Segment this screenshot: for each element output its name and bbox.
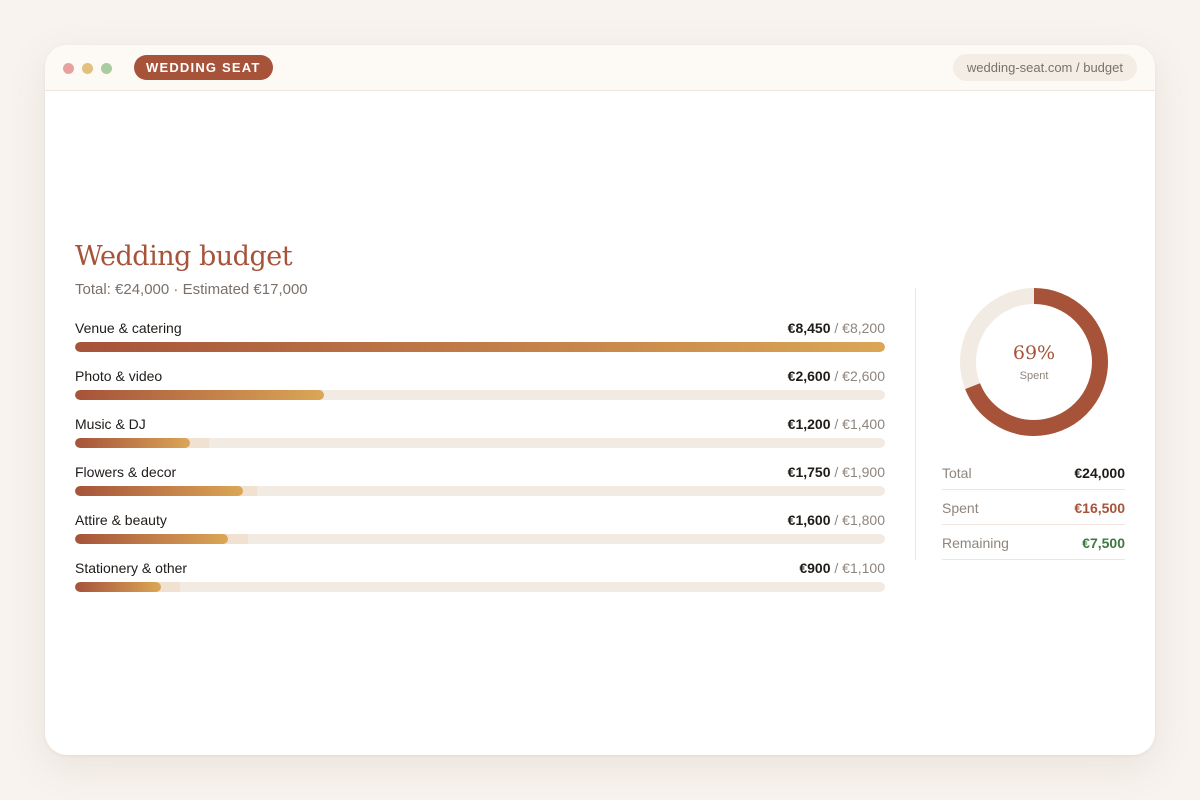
category-spent: €8,450 xyxy=(787,320,831,336)
category-progress-bar xyxy=(75,534,229,544)
summary-row-remaining: Remaining €7,500 xyxy=(942,525,1125,560)
category-row[interactable]: Stationery & other €900 / €1,100 xyxy=(75,560,885,608)
browser-window: WEDDING SEAT wedding-seat.com / budget xyxy=(45,45,1155,755)
category-progress-bar xyxy=(75,342,885,352)
category-label: Attire & beauty xyxy=(75,512,167,528)
donut-spent-arc xyxy=(960,288,1108,436)
summary-label: Total xyxy=(942,465,972,481)
summary-value: €16,500 xyxy=(1074,500,1125,516)
category-progress-track xyxy=(75,390,885,400)
category-progress-track xyxy=(75,534,885,544)
category-list: Venue & catering €8,450 / €8,200 Photo &… xyxy=(75,320,885,608)
category-label: Venue & catering xyxy=(75,320,182,336)
donut-svg xyxy=(960,288,1108,436)
category-amount: €8,450 / €8,200 xyxy=(787,320,885,336)
category-spent: €1,200 xyxy=(787,416,831,432)
category-row[interactable]: Music & DJ €1,200 / €1,400 xyxy=(75,416,885,464)
category-label: Photo & video xyxy=(75,368,163,384)
category-label: Music & DJ xyxy=(75,416,146,432)
category-progress-bar xyxy=(75,486,243,496)
category-progress-track xyxy=(75,486,885,496)
category-progress-track xyxy=(75,582,885,592)
category-amount: €2,600 / €2,600 xyxy=(787,368,885,384)
category-label: Stationery & other xyxy=(75,560,188,576)
category-spent: €1,600 xyxy=(787,512,831,528)
panel-divider xyxy=(915,288,916,560)
summary-label: Spent xyxy=(942,500,979,516)
category-estimated: €1,900 xyxy=(842,464,885,480)
category-estimated: €1,400 xyxy=(842,416,885,432)
category-row[interactable]: Photo & video €2,600 / €2,600 xyxy=(75,368,885,416)
summary-value: €7,500 xyxy=(1082,535,1125,551)
category-estimated: €1,100 xyxy=(842,560,885,576)
summary-row-spent: Spent €16,500 xyxy=(942,490,1125,525)
category-estimated: €2,600 xyxy=(842,368,885,384)
summary-value: €24,000 xyxy=(1074,465,1125,481)
page-subtitle: Total: €24,000 · Estimated €17,000 xyxy=(75,281,308,298)
category-amount: €1,200 / €1,400 xyxy=(787,416,885,432)
category-progress-bar xyxy=(75,390,325,400)
category-row[interactable]: Flowers & decor €1,750 / €1,900 xyxy=(75,464,885,512)
category-row[interactable]: Venue & catering €8,450 / €8,200 xyxy=(75,320,885,368)
title-bar: WEDDING SEAT wedding-seat.com / budget xyxy=(45,45,1155,91)
category-progress-bar xyxy=(75,582,162,592)
category-estimated: €1,800 xyxy=(842,512,885,528)
spent-donut-chart: 69% Spent xyxy=(958,286,1110,438)
category-progress-bar xyxy=(75,438,191,448)
category-spent: €1,750 xyxy=(787,464,831,480)
category-progress-track xyxy=(75,438,885,448)
address-bar[interactable]: wedding-seat.com / budget xyxy=(952,54,1137,81)
category-amount: €1,750 / €1,900 xyxy=(787,464,885,480)
category-spent: €2,600 xyxy=(787,368,831,384)
category-label: Flowers & decor xyxy=(75,464,177,480)
close-window-icon[interactable] xyxy=(63,63,74,74)
category-amount: €1,600 / €1,800 xyxy=(787,512,885,528)
category-amount: €900 / €1,100 xyxy=(799,560,885,576)
category-estimated: €8,200 xyxy=(842,320,885,336)
donut-percent: 69% xyxy=(1012,342,1056,364)
summary-row-total: Total €24,000 xyxy=(942,455,1125,490)
category-row[interactable]: Attire & beauty €1,600 / €1,800 xyxy=(75,512,885,560)
minimize-window-icon[interactable] xyxy=(82,63,93,74)
maximize-window-icon[interactable] xyxy=(101,63,112,74)
summary-label: Remaining xyxy=(942,535,1009,551)
category-progress-track xyxy=(75,342,885,352)
budget-summary: Total €24,000 Spent €16,500 Remaining €7… xyxy=(942,455,1125,560)
page-title: Wedding budget xyxy=(75,241,293,272)
donut-caption: Spent xyxy=(1019,370,1049,382)
brand-badge[interactable]: WEDDING SEAT xyxy=(134,55,273,80)
category-spent: €900 xyxy=(799,560,831,576)
